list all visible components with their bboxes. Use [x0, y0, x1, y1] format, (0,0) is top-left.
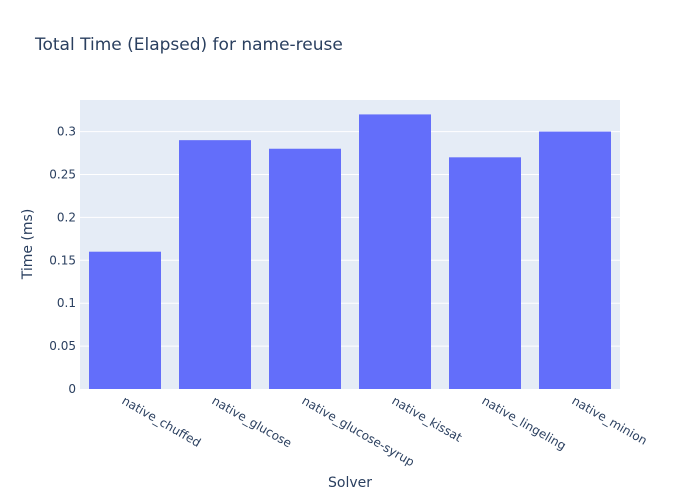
bar-native_chuffed — [89, 251, 161, 389]
bar-native_glucose — [179, 140, 251, 389]
y-tick-label: 0.15 — [49, 253, 76, 267]
bar-native_minion — [539, 131, 611, 389]
chart-title: Total Time (Elapsed) for name-reuse — [34, 35, 343, 55]
gridlines — [80, 131, 620, 347]
x-axis-title: Solver — [328, 475, 372, 491]
y-axis-ticks: 0 0.05 0.1 0.15 0.2 0.25 0.3 — [49, 125, 76, 396]
y-tick-label: 0.3 — [57, 125, 76, 139]
bar-native_lingeling — [449, 157, 521, 389]
y-tick-label: 0.2 — [57, 210, 76, 224]
plot-area — [80, 100, 620, 389]
x-tick-label: native_kissat — [390, 393, 465, 444]
bar-native_glucose-syrup — [269, 148, 341, 389]
x-tick-label: native_glucose — [210, 393, 295, 450]
y-tick-label: 0.05 — [49, 339, 76, 353]
y-tick-label: 0.1 — [57, 296, 76, 310]
bars — [89, 114, 611, 389]
x-tick-label: native_lingeling — [480, 393, 569, 452]
x-tick-label: native_chuffed — [120, 393, 204, 449]
y-axis-title: Time (ms) — [20, 209, 36, 281]
y-tick-label: 0.25 — [49, 167, 76, 181]
bar-native_kissat — [359, 114, 431, 389]
x-axis-ticks: native_chuffed native_glucose native_gluco… — [120, 393, 650, 469]
y-tick-label: 0 — [68, 382, 76, 396]
x-tick-label: native_minion — [570, 393, 650, 447]
